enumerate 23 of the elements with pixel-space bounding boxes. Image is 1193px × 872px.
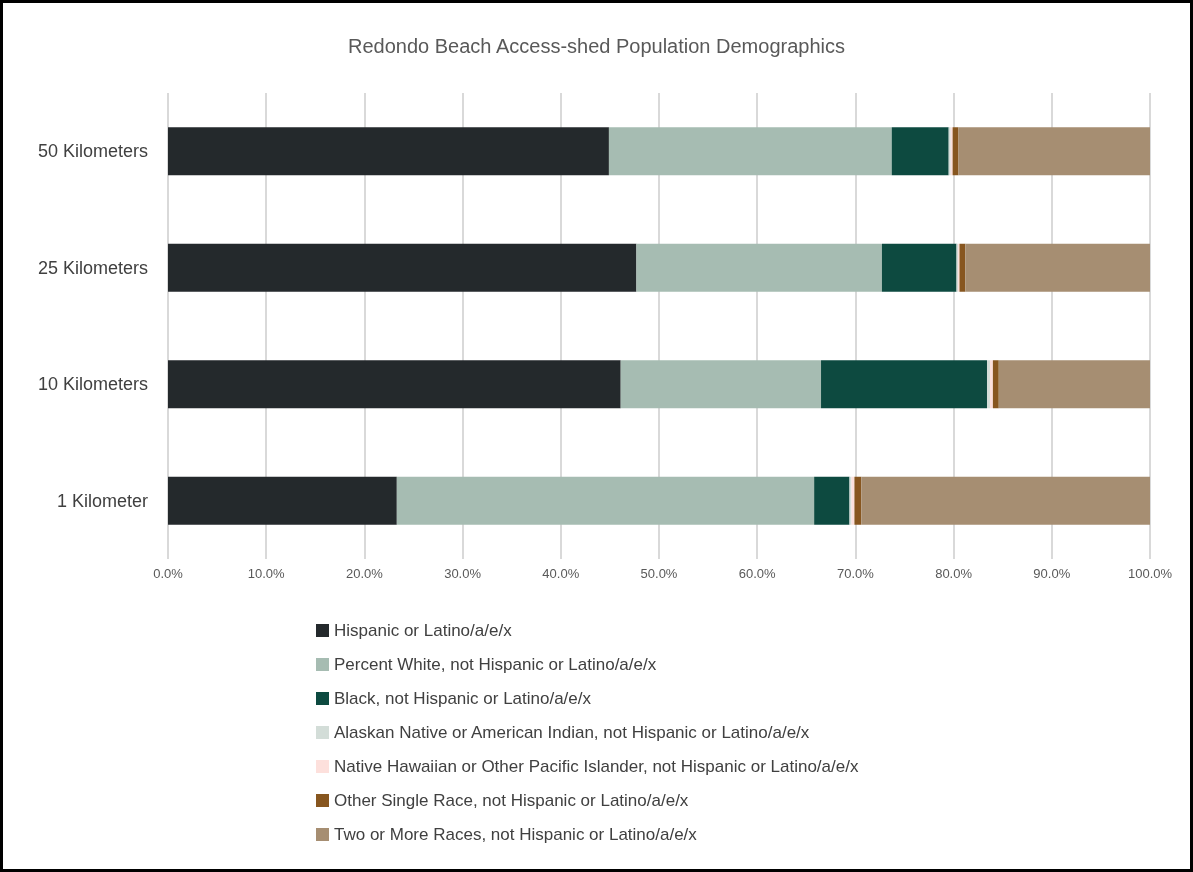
x-tick-label: 50.0% bbox=[640, 566, 678, 581]
x-tick-label: 40.0% bbox=[542, 566, 580, 581]
x-tick-label: 10.0% bbox=[247, 566, 286, 581]
legend-label: Other Single Race, not Hispanic or Latino/a/e/x bbox=[334, 791, 689, 810]
legend-label: Hispanic or Latino/a/e/x bbox=[334, 621, 513, 640]
legend-label: Native Hawaiian or Other Pacific Islander, not Hispanic or Latino/a/e/x bbox=[334, 757, 859, 776]
y-tick-label: 1 Kilometer bbox=[56, 490, 148, 511]
legend-label: Alaskan Native or American Indian, not Hispanic or Latino/a/e/x bbox=[334, 723, 810, 742]
y-tick-label: 50 Kilometers bbox=[37, 141, 148, 162]
x-tick-label: 20.0% bbox=[345, 566, 384, 581]
x-tick-label: 30.0% bbox=[444, 566, 482, 581]
legend-label: Two or More Races, not Hispanic or Latino/a/e/x bbox=[334, 825, 698, 844]
x-tick-label: 70.0% bbox=[836, 566, 875, 581]
legend-label: Percent White, not Hispanic or Latino/a/e/x bbox=[334, 655, 657, 674]
chart-title: Redondo Beach Access-shed Population Demographics bbox=[348, 35, 845, 57]
x-tick-label: 100.0% bbox=[1127, 566, 1173, 581]
y-tick-label: 25 Kilometers bbox=[37, 257, 148, 278]
x-tick-label: 60.0% bbox=[738, 566, 777, 581]
x-tick-label: 90.0% bbox=[1033, 566, 1071, 581]
x-tick-label: 0.0% bbox=[153, 566, 184, 581]
x-tick-label: 80.0% bbox=[935, 566, 973, 581]
legend-label: Black, not Hispanic or Latino/a/e/x bbox=[334, 689, 592, 708]
y-tick-label: 10 Kilometers bbox=[37, 374, 148, 395]
